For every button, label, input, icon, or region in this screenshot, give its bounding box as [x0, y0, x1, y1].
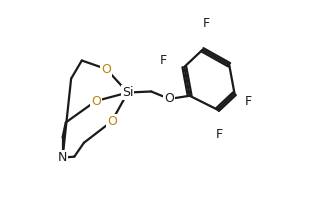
Text: O: O: [107, 115, 117, 128]
Text: O: O: [101, 63, 111, 75]
Text: N: N: [58, 151, 67, 164]
Text: F: F: [216, 128, 223, 141]
Text: O: O: [91, 95, 101, 108]
Text: F: F: [203, 17, 210, 30]
Text: Si: Si: [122, 86, 133, 99]
Text: O: O: [165, 92, 174, 105]
Text: F: F: [245, 95, 252, 108]
Text: F: F: [160, 54, 166, 67]
